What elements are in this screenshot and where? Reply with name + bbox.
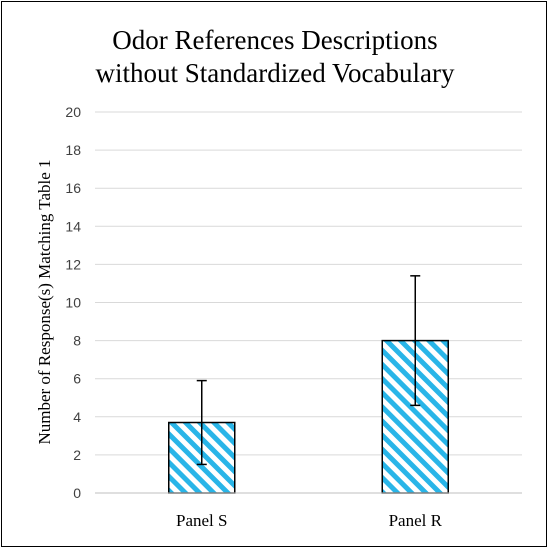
error-bars	[196, 275, 421, 466]
y-tick-label: 18	[65, 142, 81, 158]
x-category-label: Panel S	[176, 511, 227, 530]
y-tick-label: 2	[73, 447, 81, 463]
chart-title-line-1: Odor References Descriptions	[112, 25, 437, 55]
y-tick-label: 20	[65, 104, 81, 120]
y-tick-label: 10	[65, 295, 81, 311]
error-bar-panel-s	[196, 379, 207, 466]
grid-lines	[95, 111, 522, 456]
y-axis-label: Number of Response(s) Matching Table 1	[35, 159, 54, 444]
y-tick-label: 4	[73, 409, 81, 425]
y-tick-label: 8	[73, 333, 81, 349]
y-tick-labels: 0 2 4 6 8 10 12 14 16 18 20	[65, 104, 81, 501]
x-category-label: Panel R	[389, 511, 443, 530]
x-category-labels: Panel S Panel R	[176, 511, 443, 530]
y-tick-label: 14	[65, 218, 81, 234]
error-bar-panel-r	[410, 275, 421, 407]
y-tick-label: 12	[65, 256, 81, 272]
chart-title-line-2: without Standardized Vocabulary	[96, 58, 455, 88]
y-tick-label: 6	[73, 371, 81, 387]
y-tick-label: 0	[73, 485, 81, 501]
y-tick-label: 16	[65, 180, 81, 196]
